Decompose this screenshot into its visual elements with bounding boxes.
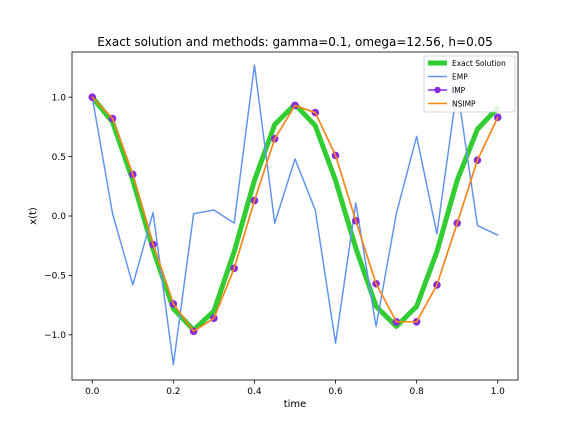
chart-title: Exact solution and methods: gamma=0.1, o… (97, 35, 493, 49)
legend-label: IMP (452, 86, 466, 95)
legend-item: EMP (428, 72, 468, 81)
series-layer (88, 64, 502, 366)
y-tick-label: 0.5 (52, 153, 66, 163)
legend-item: NSIMP (428, 99, 476, 108)
x-axis-label: time (284, 399, 307, 410)
y-tick-label: 1.0 (52, 93, 67, 103)
legend: Exact Solution EMP IMP NSIMP (423, 55, 516, 113)
legend-label: Exact Solution (452, 59, 506, 68)
series-line (91, 96, 499, 333)
x-tick-label: 0.4 (247, 387, 262, 397)
x-tick-label: 0.6 (328, 387, 343, 397)
axes-layer: 0.0 0.2 0.4 0.6 0.8 1.0 1.0 0.5 0.0 −0.5 −1.0 (44, 51, 519, 397)
legend-marker (434, 86, 441, 94)
y-tick-label: −1.0 (44, 331, 66, 341)
x-tick-label: 1.0 (491, 387, 506, 397)
y-tick-label: −0.5 (44, 272, 66, 282)
legend-item: Exact Solution (428, 59, 506, 68)
legend-label: NSIMP (452, 99, 476, 108)
legend-item: IMP (428, 86, 466, 95)
legend-label: EMP (452, 72, 468, 81)
series-nsimp (91, 96, 499, 333)
x-tick-label: 0.8 (409, 387, 424, 397)
y-axis-label: x(t) (28, 207, 39, 225)
y-tick-label: 0.0 (52, 212, 67, 222)
x-tick-label: 0.2 (166, 387, 180, 397)
legend-box (423, 55, 516, 113)
x-tick-label: 0.0 (85, 387, 100, 397)
